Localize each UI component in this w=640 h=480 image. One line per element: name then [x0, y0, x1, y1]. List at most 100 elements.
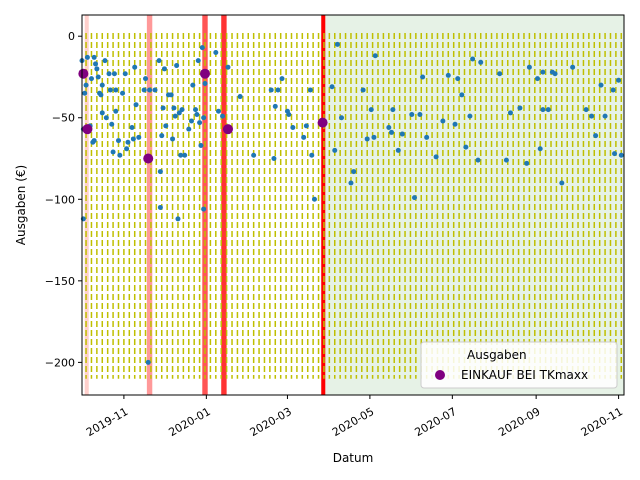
data-point-131	[526, 64, 532, 70]
vertical-dashed-lines	[85, 32, 623, 379]
data-point-31	[122, 71, 128, 77]
data-point-39	[141, 87, 147, 93]
data-point-120	[459, 92, 465, 98]
x-axis-label: Datum	[333, 451, 374, 465]
data-point-59	[178, 152, 184, 158]
data-point-71	[201, 115, 207, 121]
data-point-33	[125, 139, 131, 145]
data-point-92	[309, 152, 315, 158]
data-point-41	[145, 359, 151, 365]
highlight-span-4	[221, 15, 227, 395]
data-point-42	[147, 87, 153, 93]
data-point-18	[99, 82, 105, 88]
data-point-118	[452, 121, 458, 127]
data-point-61	[182, 152, 188, 158]
data-point-85	[279, 76, 285, 82]
data-point-140	[570, 64, 576, 70]
legend-label-ausgaben: Ausgaben	[467, 348, 527, 362]
data-point-125	[478, 59, 484, 65]
legend: Ausgaben EINKAUF BEI TKmaxx	[420, 341, 618, 389]
data-point-54	[171, 105, 177, 111]
data-point-62	[186, 126, 192, 132]
data-point-126	[497, 71, 503, 77]
shaded-region	[323, 15, 624, 395]
data-point-114	[424, 134, 430, 140]
data-point-105	[386, 125, 392, 131]
data-point-127	[503, 157, 509, 163]
data-point-53	[170, 136, 176, 142]
data-point-143	[593, 133, 599, 139]
data-point-108	[395, 147, 401, 153]
data-point-55	[172, 113, 178, 119]
data-point-11	[91, 54, 97, 60]
tkmaxx-point-5	[222, 124, 233, 135]
data-point-79	[237, 94, 243, 100]
data-point-97	[339, 115, 345, 121]
data-point-45	[157, 204, 163, 210]
data-point-47	[159, 133, 165, 139]
data-point-147	[612, 151, 618, 157]
plot-area	[78, 15, 624, 395]
data-point-141	[583, 107, 589, 113]
data-point-96	[334, 41, 340, 47]
data-point-35	[130, 136, 136, 142]
data-point-95	[332, 147, 338, 153]
data-point-139	[559, 180, 565, 186]
y-tick-label-4: −150	[45, 275, 75, 288]
data-point-111	[411, 195, 417, 201]
data-point-38	[136, 134, 142, 140]
data-point-94	[329, 84, 335, 90]
y-axis: 0 −50 −100 −150 −200	[45, 30, 82, 369]
data-point-149	[618, 152, 624, 158]
data-point-129	[517, 105, 523, 111]
tkmaxx-point-2	[82, 124, 93, 135]
data-point-81	[268, 87, 274, 93]
y-tick-label-3: −100	[45, 193, 75, 206]
data-point-48	[160, 105, 166, 111]
data-point-106	[389, 129, 395, 135]
legend-label-tkmaxx: EINKAUF BEI TKmaxx	[461, 368, 588, 382]
data-point-32	[124, 146, 130, 152]
data-point-14	[95, 74, 101, 80]
data-point-72	[201, 206, 207, 212]
data-point-130	[524, 160, 530, 166]
data-point-44	[156, 58, 162, 64]
data-point-64	[190, 82, 196, 88]
data-point-16	[98, 92, 104, 98]
data-point-91	[307, 87, 313, 93]
data-point-67	[195, 58, 201, 64]
data-point-104	[372, 53, 378, 59]
data-point-23	[109, 121, 115, 127]
data-point-69	[198, 142, 204, 148]
data-point-128	[507, 110, 513, 116]
data-point-136	[545, 107, 551, 113]
highlight-span-2	[146, 15, 153, 395]
data-point-98	[348, 180, 354, 186]
data-point-68	[197, 120, 203, 126]
data-point-77	[220, 113, 226, 119]
data-point-57	[175, 216, 181, 222]
data-point-66	[194, 111, 200, 117]
data-point-49	[161, 66, 167, 72]
highlight-spans	[84, 15, 624, 395]
data-point-6	[84, 54, 90, 60]
data-point-73	[202, 80, 208, 86]
data-point-142	[589, 113, 595, 119]
data-point-19	[102, 58, 108, 64]
data-point-12	[93, 61, 99, 67]
highlight-points	[78, 68, 328, 164]
data-point-109	[399, 131, 405, 137]
y-tick-label-2: −50	[52, 112, 75, 125]
data-point-76	[216, 108, 222, 114]
data-point-75	[213, 50, 219, 56]
tkmaxx-point-4	[199, 68, 210, 79]
data-point-50	[163, 123, 169, 129]
data-point-124	[475, 157, 481, 163]
y-axis-label: Ausgaben (€)	[14, 165, 28, 245]
data-point-63	[188, 118, 194, 124]
data-point-87	[286, 111, 292, 117]
data-point-46	[157, 169, 163, 175]
data-point-138	[552, 71, 558, 77]
data-point-100	[360, 87, 366, 93]
